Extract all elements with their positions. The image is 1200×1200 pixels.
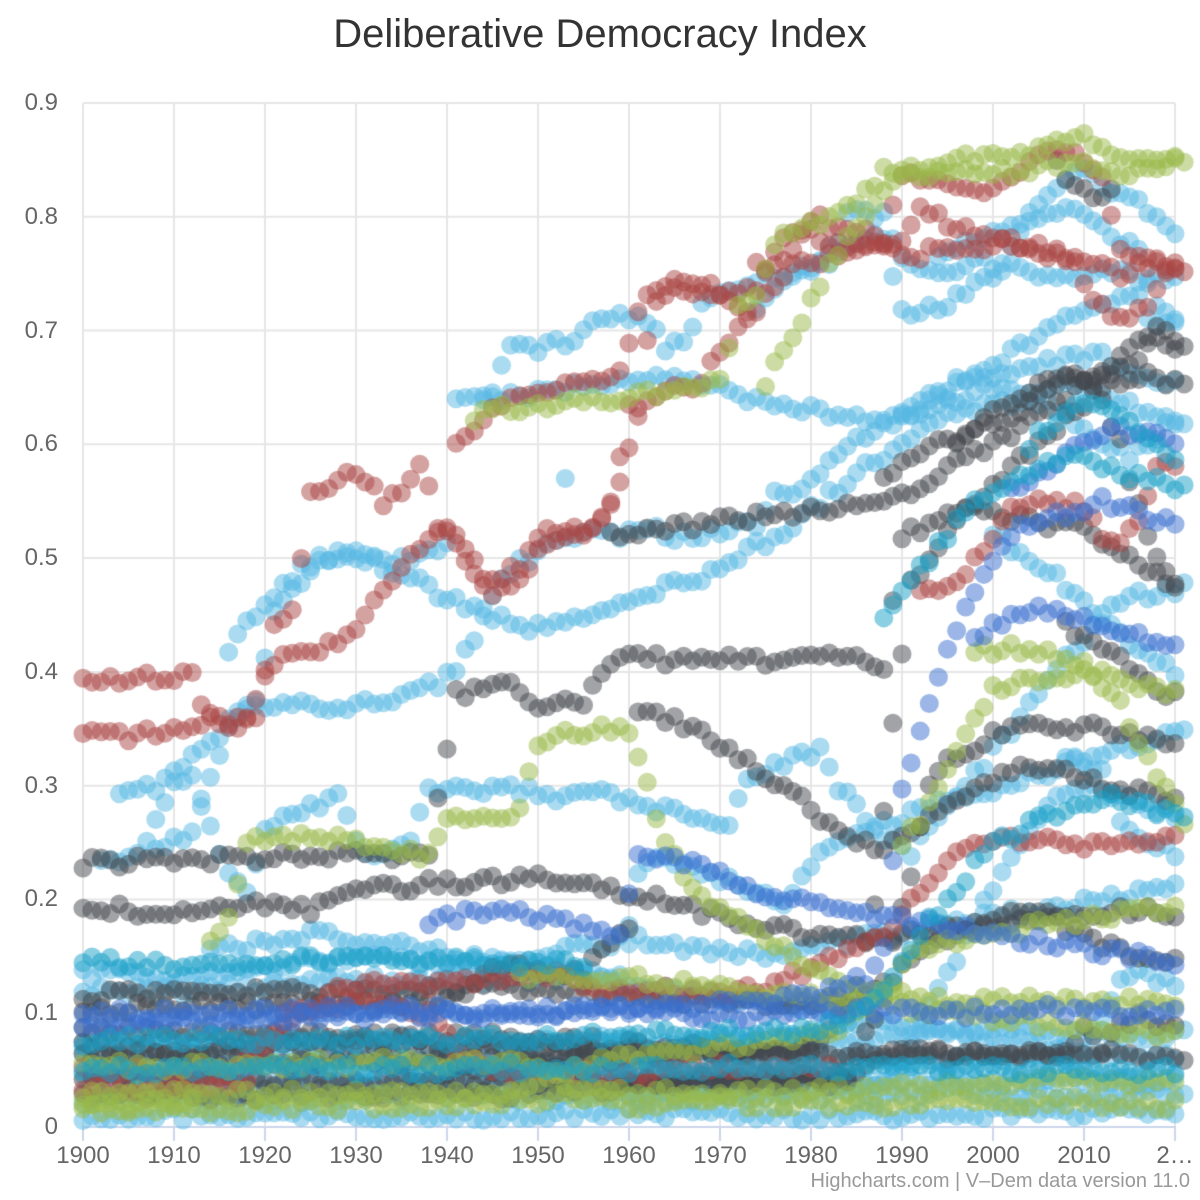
- x-tick-label: 1970: [693, 1142, 747, 1169]
- x-tick-label: 2000: [966, 1142, 1020, 1169]
- y-tick-label: 0.1: [24, 999, 58, 1027]
- y-tick-label: 0.4: [24, 657, 58, 685]
- y-tick-label: 0.6: [24, 430, 58, 458]
- y-tick-label: 0.5: [24, 544, 58, 572]
- x-tick-label: 1910: [147, 1142, 201, 1169]
- x-tick-label: 2010: [1057, 1142, 1111, 1169]
- x-tick-label: 1990: [875, 1142, 929, 1169]
- x-tick-label: 1980: [784, 1142, 838, 1169]
- x-tick-label: 1920: [238, 1142, 292, 1169]
- y-tick-label: 0.2: [24, 885, 58, 913]
- chart-title: Deliberative Democracy Index: [333, 12, 867, 56]
- y-tick-label: 0: [44, 1113, 58, 1140]
- x-tick-label: 1960: [602, 1142, 656, 1169]
- y-tick-label: 0.9: [24, 89, 58, 116]
- y-tick-label: 0.3: [24, 771, 58, 799]
- x-tick-label: 1950: [511, 1142, 565, 1169]
- y-tick-label: 0.7: [24, 316, 58, 344]
- x-tick-label: 1930: [329, 1142, 383, 1169]
- x-tick-label: 1940: [420, 1142, 474, 1169]
- y-tick-label: 0.8: [24, 202, 58, 230]
- credits-link[interactable]: Highcharts.com | V–Dem data version 11.0: [810, 1170, 1190, 1192]
- x-tick-label: 2…: [1156, 1142, 1194, 1169]
- x-tick-label: 1900: [56, 1142, 110, 1169]
